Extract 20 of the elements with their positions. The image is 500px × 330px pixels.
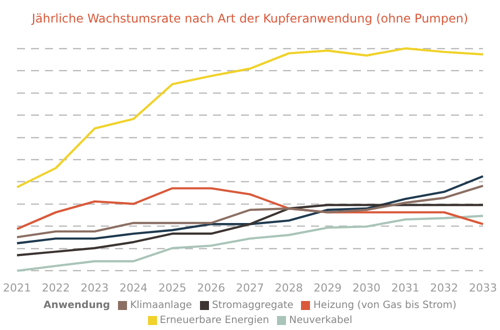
x-tick-label: 2027 bbox=[236, 281, 264, 294]
legend-label: Klimaanlage bbox=[130, 300, 192, 311]
x-tick-label: 2025 bbox=[158, 281, 186, 294]
x-tick-label: 2029 bbox=[314, 281, 342, 294]
x-tick-label: 2026 bbox=[197, 281, 226, 294]
x-tick-label: 2032 bbox=[430, 281, 458, 294]
x-tick-label: 2024 bbox=[120, 281, 148, 294]
chart-title: Jährliche Wachstumsrate nach Art der Kupferanwendung (ohne Pumpen) bbox=[30, 11, 468, 26]
x-tick-label: 2028 bbox=[274, 281, 303, 294]
x-tick-label: 2031 bbox=[391, 281, 420, 294]
x-tick-label: 2022 bbox=[42, 281, 70, 294]
x-tick-label: 2030 bbox=[352, 281, 380, 294]
legend-label: Heizung (von Gas bis Strom) bbox=[313, 300, 456, 311]
x-tick-label: 2021 bbox=[2, 281, 31, 294]
legend-title: Anwendung bbox=[44, 300, 110, 311]
legend-label: Stromaggregate bbox=[212, 300, 294, 311]
legend-label: Erneuerbare Energien bbox=[160, 315, 270, 326]
x-tick-label: 2033 bbox=[469, 281, 498, 294]
x-tick-label: 2023 bbox=[80, 281, 109, 294]
legend-label: Neuverkabel bbox=[289, 315, 352, 326]
